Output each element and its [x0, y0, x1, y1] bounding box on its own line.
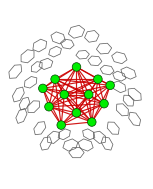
Circle shape — [100, 99, 108, 108]
Circle shape — [57, 121, 65, 129]
Circle shape — [84, 90, 93, 99]
Circle shape — [45, 102, 53, 111]
Circle shape — [88, 118, 96, 126]
Circle shape — [51, 75, 59, 84]
Circle shape — [106, 81, 114, 90]
Circle shape — [72, 63, 81, 71]
Circle shape — [72, 108, 81, 117]
Circle shape — [39, 84, 47, 93]
Circle shape — [94, 75, 102, 84]
Circle shape — [60, 90, 69, 99]
